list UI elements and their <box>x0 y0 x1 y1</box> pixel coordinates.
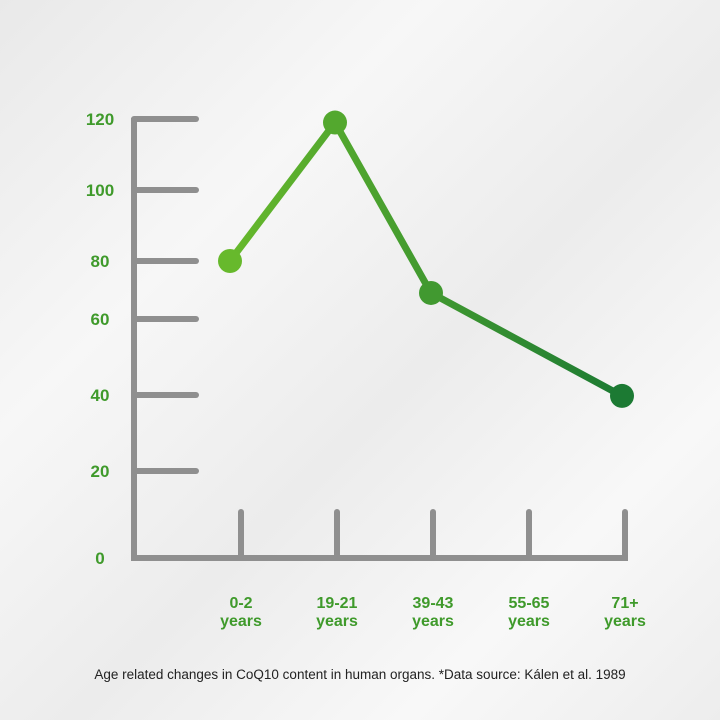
y-tick-label: 80 <box>91 252 110 271</box>
x-tick-label: 71+ <box>611 595 638 612</box>
x-tick-label-unit: years <box>412 613 454 630</box>
data-point <box>218 249 242 273</box>
y-axis-ticks: 0 20 40 60 80 100 120 <box>86 110 199 568</box>
y-tick-label: 100 <box>86 181 114 200</box>
data-point <box>419 280 443 305</box>
series-line <box>226 119 626 400</box>
x-tick-label: 39-43 <box>413 595 454 612</box>
axes <box>131 118 628 561</box>
y-tick-label: 40 <box>91 386 110 405</box>
x-tick-label: 19-21 <box>317 595 358 612</box>
y-tick-label: 20 <box>91 462 110 481</box>
x-tick-label: 55-65 <box>509 595 550 612</box>
x-tick-label-unit: years <box>604 613 646 630</box>
x-tick-label-unit: years <box>316 613 358 630</box>
chart-caption: Age related changes in CoQ10 content in … <box>94 667 626 682</box>
x-tick-label-unit: years <box>220 613 262 630</box>
x-axis-ticks: 0-2years19-21years39-43years55-65years71… <box>220 509 646 630</box>
x-tick-label-unit: years <box>508 613 550 630</box>
y-tick-label: 0 <box>95 549 104 568</box>
data-series <box>218 110 634 408</box>
data-point <box>610 383 634 408</box>
x-tick-label: 0-2 <box>229 595 252 612</box>
y-tick-label: 120 <box>86 110 114 129</box>
y-tick-label: 60 <box>91 310 110 329</box>
data-point <box>323 110 347 135</box>
